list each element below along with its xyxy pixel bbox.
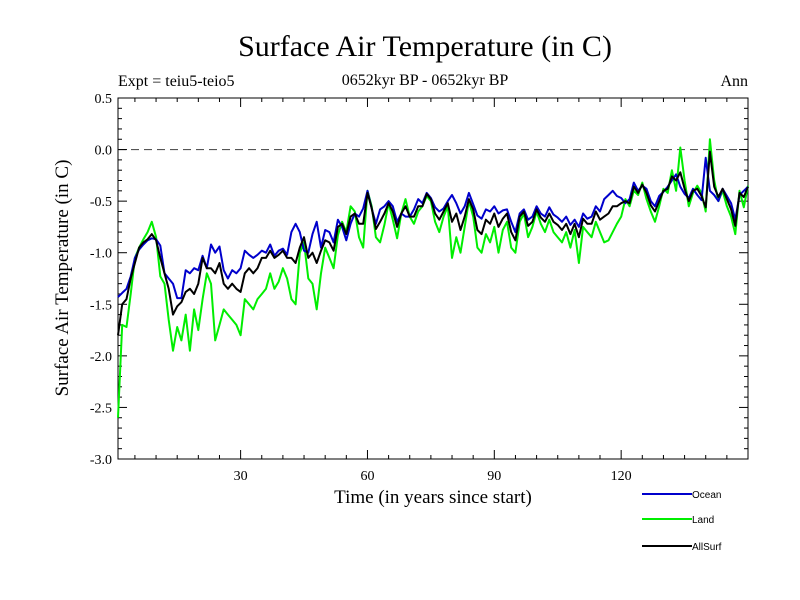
x-tick-label: 60 bbox=[360, 469, 374, 484]
period-label: Ann bbox=[720, 73, 748, 90]
series-line-ocean bbox=[117, 156, 749, 300]
expt-label: Expt = teiu5-teio5 bbox=[118, 73, 235, 90]
legend-label-land: Land bbox=[692, 515, 714, 526]
legend: Ocean Land AllSurf bbox=[642, 490, 722, 553]
y-tick-label: -3.0 bbox=[90, 453, 112, 468]
y-tick-label: 0.5 bbox=[95, 92, 113, 107]
y-tick-label: -2.5 bbox=[90, 401, 112, 416]
legend-label-ocean: Ocean bbox=[692, 490, 721, 501]
series-lines bbox=[117, 138, 749, 418]
legend-label-allsurf: AllSurf bbox=[692, 542, 722, 553]
chart-subtitle: 0652kyr BP - 0652kyr BP bbox=[342, 72, 509, 89]
y-axis: -3.0 -2.5 -2.0 -1.5 -1.0 -0.5 0.0 0.5 bbox=[90, 92, 748, 468]
y-tick-label: -0.5 bbox=[90, 195, 112, 210]
series-line-land bbox=[117, 138, 749, 418]
y-tick-label: -1.0 bbox=[90, 247, 112, 262]
series-line-allsurf bbox=[117, 150, 749, 336]
x-tick-label: 120 bbox=[611, 469, 632, 484]
y-tick-label: 0.0 bbox=[95, 144, 113, 159]
x-axis-label: Time (in years since start) bbox=[334, 487, 532, 508]
x-axis: 30 60 90 120 bbox=[134, 98, 749, 484]
y-axis-label: Surface Air Temperature (in C) bbox=[52, 160, 73, 397]
plot-frame bbox=[117, 97, 749, 460]
chart-title: Surface Air Temperature (in C) bbox=[238, 30, 612, 63]
x-tick-label: 90 bbox=[487, 469, 501, 484]
x-tick-label: 30 bbox=[234, 469, 248, 484]
y-tick-label: -2.0 bbox=[90, 350, 112, 365]
y-tick-label: -1.5 bbox=[90, 298, 112, 313]
